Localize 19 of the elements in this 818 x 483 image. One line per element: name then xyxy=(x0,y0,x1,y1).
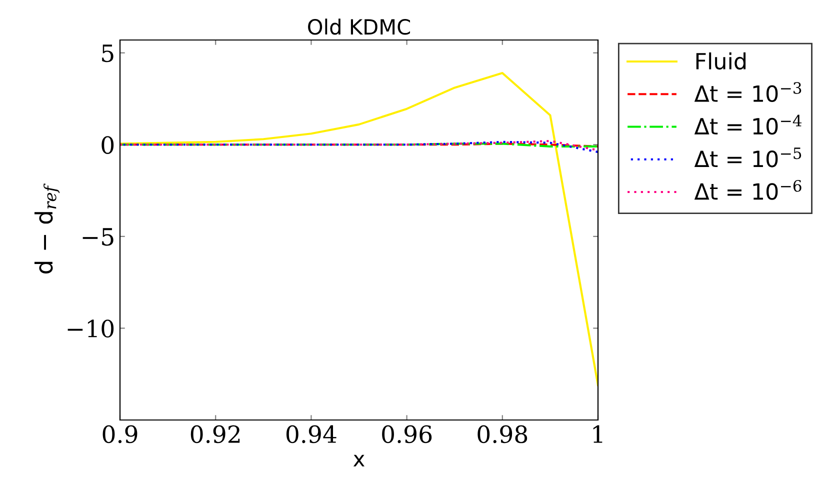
y-tick-label: −5 xyxy=(82,228,114,246)
y-tick-label: 0 xyxy=(102,136,114,154)
y-tick-label: −10 xyxy=(68,320,114,338)
legend-label: Fluid xyxy=(696,52,746,70)
y-axis-title: d − d$_{ref}$ xyxy=(34,184,60,274)
line-series xyxy=(120,72,598,386)
x-tick-label: 0.98 xyxy=(478,425,528,444)
y-tick-label: 5 xyxy=(102,44,114,62)
x-tick-label: 0.92 xyxy=(190,425,240,444)
chart-title: Old KDMC xyxy=(308,18,410,35)
x-tick-label: 0.94 xyxy=(286,425,336,444)
legend-label: Δt = 10$^{−6}$ xyxy=(694,180,802,200)
x-axis-title: x xyxy=(353,454,364,466)
legend-label: Δt = 10$^{−4}$ xyxy=(694,114,802,135)
legend-label: Δt = 10$^{−3}$ xyxy=(694,82,802,102)
legend-label: Δt = 10$^{−5}$ xyxy=(694,148,802,168)
x-tick-label: 0.9 xyxy=(102,425,138,444)
x-tick-label: 0.96 xyxy=(382,425,432,444)
x-tick-label: 1 xyxy=(593,425,602,443)
